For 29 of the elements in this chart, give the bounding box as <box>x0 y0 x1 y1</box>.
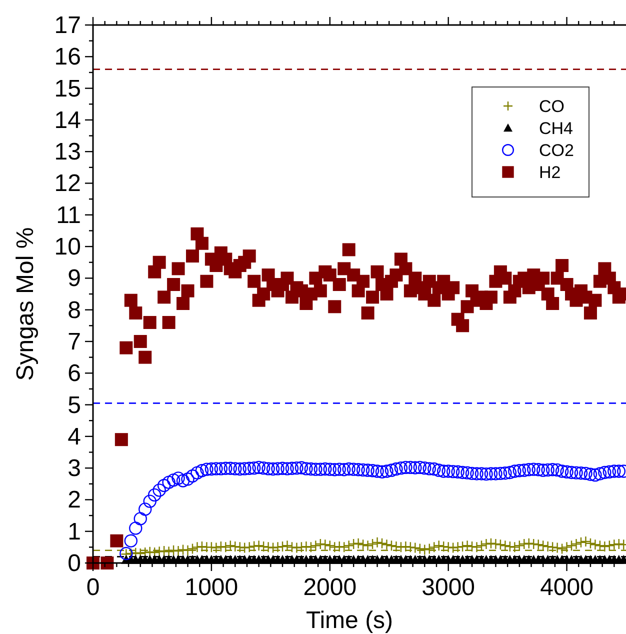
y-tick-label: 3 <box>68 455 81 482</box>
y-tick-label: 8 <box>68 296 81 324</box>
y-tick-label: 6 <box>68 360 81 388</box>
y-tick-label: 1 <box>68 518 81 546</box>
x-tick-label: 3000 <box>422 574 476 601</box>
y-tick-label: 2 <box>68 486 81 514</box>
legend-label: CH4 <box>539 119 574 138</box>
y-tick-label: 16 <box>54 44 81 71</box>
legend-label: CO <box>539 97 564 116</box>
y-tick-label: 9 <box>68 265 81 292</box>
y-tick-label: 13 <box>54 138 81 166</box>
legend-label: H2 <box>539 163 561 182</box>
y-tick-label: 5 <box>68 392 81 419</box>
x-tick-label: 1000 <box>184 574 238 601</box>
y-tick-label: 17 <box>54 12 81 39</box>
y-tick-label: 12 <box>54 170 81 198</box>
x-tick-label: 2000 <box>303 574 357 601</box>
y-tick-label: 14 <box>54 106 81 134</box>
y-tick-label: 0 <box>68 550 81 577</box>
y-tick-label: 10 <box>54 234 81 261</box>
y-tick-label: 7 <box>68 328 81 356</box>
y-axis-title: Syngas Mol % <box>12 227 39 381</box>
x-axis-title: Time (s) <box>306 607 394 634</box>
y-tick-label: 11 <box>56 202 81 229</box>
legend-label: CO2 <box>539 141 574 160</box>
y-tick-label: 4 <box>68 423 81 450</box>
x-tick-label: 0 <box>86 574 100 601</box>
y-tick-label: 15 <box>54 75 81 102</box>
x-tick-label: 4000 <box>540 574 594 601</box>
